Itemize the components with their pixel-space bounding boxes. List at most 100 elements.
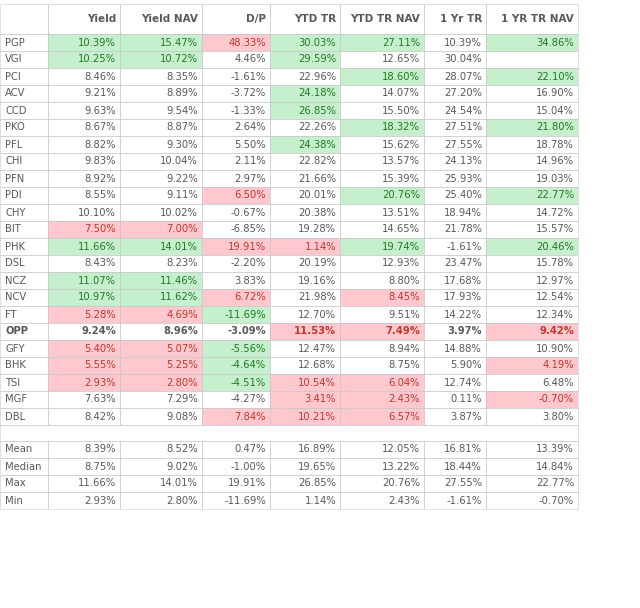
- Bar: [0, 187, 48, 204]
- Bar: [424, 441, 486, 458]
- Text: 34.86%: 34.86%: [536, 38, 574, 47]
- Text: 28.07%: 28.07%: [444, 72, 482, 81]
- Text: 11.53%: 11.53%: [294, 326, 336, 336]
- Bar: [340, 391, 424, 408]
- Bar: [202, 238, 270, 255]
- Text: 14.01%: 14.01%: [160, 241, 198, 252]
- Text: 2.64%: 2.64%: [234, 122, 266, 133]
- Text: 14.88%: 14.88%: [444, 344, 482, 353]
- Bar: [120, 323, 202, 340]
- Bar: [48, 51, 120, 68]
- Bar: [48, 255, 120, 272]
- Bar: [48, 4, 120, 34]
- Text: 24.18%: 24.18%: [298, 89, 336, 98]
- Bar: [340, 374, 424, 391]
- Bar: [486, 68, 578, 85]
- Text: 8.23%: 8.23%: [166, 258, 198, 269]
- Bar: [486, 391, 578, 408]
- Text: 1.14%: 1.14%: [305, 496, 336, 505]
- Text: 2.97%: 2.97%: [234, 173, 266, 184]
- Text: 10.97%: 10.97%: [78, 292, 116, 303]
- Bar: [270, 408, 340, 425]
- Text: 18.44%: 18.44%: [444, 461, 482, 471]
- Bar: [48, 170, 120, 187]
- Bar: [120, 441, 202, 458]
- Text: 18.32%: 18.32%: [382, 122, 420, 133]
- Text: Mean: Mean: [5, 444, 32, 455]
- Bar: [120, 306, 202, 323]
- Bar: [48, 306, 120, 323]
- Bar: [0, 153, 48, 170]
- Text: 16.89%: 16.89%: [298, 444, 336, 455]
- Bar: [120, 34, 202, 51]
- Text: 7.29%: 7.29%: [166, 395, 198, 404]
- Bar: [340, 51, 424, 68]
- Bar: [48, 441, 120, 458]
- Bar: [0, 51, 48, 68]
- Bar: [202, 204, 270, 221]
- Text: 27.51%: 27.51%: [444, 122, 482, 133]
- Text: 5.90%: 5.90%: [451, 361, 482, 370]
- Text: TSI: TSI: [5, 378, 20, 387]
- Text: 19.74%: 19.74%: [382, 241, 420, 252]
- Bar: [270, 357, 340, 374]
- Bar: [0, 475, 48, 492]
- Bar: [340, 204, 424, 221]
- Bar: [120, 51, 202, 68]
- Bar: [486, 357, 578, 374]
- Text: 24.54%: 24.54%: [444, 106, 482, 116]
- Text: -1.61%: -1.61%: [230, 72, 266, 81]
- Text: 3.97%: 3.97%: [447, 326, 482, 336]
- Bar: [202, 34, 270, 51]
- Text: 19.28%: 19.28%: [298, 224, 336, 235]
- Text: 24.13%: 24.13%: [444, 156, 482, 167]
- Bar: [202, 51, 270, 68]
- Text: YTD TR: YTD TR: [294, 14, 336, 24]
- Bar: [0, 340, 48, 357]
- Bar: [270, 306, 340, 323]
- Text: -3.72%: -3.72%: [231, 89, 266, 98]
- Bar: [202, 85, 270, 102]
- Bar: [340, 475, 424, 492]
- Text: 19.03%: 19.03%: [536, 173, 574, 184]
- Text: -4.27%: -4.27%: [231, 395, 266, 404]
- Text: 9.42%: 9.42%: [539, 326, 574, 336]
- Text: Yield NAV: Yield NAV: [141, 14, 198, 24]
- Bar: [270, 340, 340, 357]
- Text: 22.77%: 22.77%: [536, 190, 574, 201]
- Text: MGF: MGF: [5, 395, 27, 404]
- Text: -5.56%: -5.56%: [230, 344, 266, 353]
- Bar: [202, 306, 270, 323]
- Text: 20.76%: 20.76%: [382, 190, 420, 201]
- Text: 15.78%: 15.78%: [536, 258, 574, 269]
- Text: 20.76%: 20.76%: [382, 478, 420, 488]
- Text: 26.85%: 26.85%: [298, 478, 336, 488]
- Text: 21.78%: 21.78%: [444, 224, 482, 235]
- Text: 8.35%: 8.35%: [166, 72, 198, 81]
- Bar: [120, 340, 202, 357]
- Bar: [120, 458, 202, 475]
- Text: CHI: CHI: [5, 156, 22, 167]
- Bar: [340, 68, 424, 85]
- Bar: [0, 85, 48, 102]
- Text: PGP: PGP: [5, 38, 25, 47]
- Text: 8.87%: 8.87%: [166, 122, 198, 133]
- Text: 8.46%: 8.46%: [84, 72, 116, 81]
- Bar: [120, 475, 202, 492]
- Text: 10.21%: 10.21%: [298, 412, 336, 421]
- Text: 30.03%: 30.03%: [298, 38, 336, 47]
- Text: 15.47%: 15.47%: [160, 38, 198, 47]
- Bar: [202, 289, 270, 306]
- Bar: [486, 441, 578, 458]
- Text: 6.04%: 6.04%: [388, 378, 420, 387]
- Bar: [0, 68, 48, 85]
- Text: 22.10%: 22.10%: [536, 72, 574, 81]
- Bar: [486, 323, 578, 340]
- Bar: [48, 51, 120, 68]
- Bar: [424, 51, 486, 68]
- Bar: [0, 289, 48, 306]
- Bar: [340, 153, 424, 170]
- Bar: [340, 85, 424, 102]
- Bar: [0, 136, 48, 153]
- Bar: [270, 34, 340, 51]
